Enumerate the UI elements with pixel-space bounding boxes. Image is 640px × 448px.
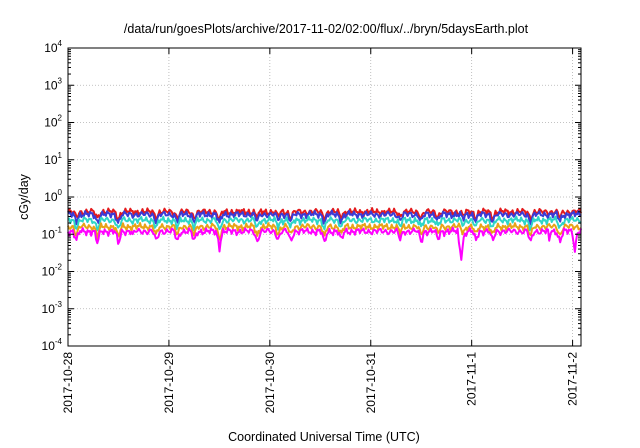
x-tick-label: 2017-10-28 [61,352,75,414]
x-tick-label: 2017-10-31 [364,352,378,414]
x-tick-label: 2017-11-2 [566,352,580,406]
y-tick-label: 10-3 [42,300,63,316]
grid-lines [67,47,581,347]
series-line-3 [68,215,582,232]
y-tick-label: 104 [44,39,62,55]
y-tick-label: 100 [44,188,62,204]
x-axis-label: Coordinated Universal Time (UTC) [228,430,420,444]
y-tick-label: 103 [44,76,62,92]
plot-frame [67,47,582,347]
y-axis-label: cGy/day [17,173,31,220]
x-axis: 2017-10-28 2017-10-29 2017-10-30 2017-10-31… [61,48,580,413]
x-tick-label: 2017-10-30 [263,352,277,414]
series-line-4 [67,222,582,241]
y-tick-label: 101 [44,151,62,167]
series-line-2 [67,209,582,226]
y-tick-label: 102 [44,114,62,130]
chart-title: /data/run/goesPlots/archive/2017-11-02/0… [124,22,529,36]
y-tick-label: 10-1 [42,225,63,241]
y-tick-label: 10-2 [42,263,63,279]
y-tick-label: 10-4 [42,337,63,353]
series-line-5 [67,226,582,261]
y-axis: 104 103 102 101 100 10-1 10-2 10-3 10-4 [42,39,581,353]
x-tick-label: 2017-11-1 [465,352,479,406]
series-layer [67,207,582,261]
x-tick-label: 2017-10-29 [162,352,176,414]
